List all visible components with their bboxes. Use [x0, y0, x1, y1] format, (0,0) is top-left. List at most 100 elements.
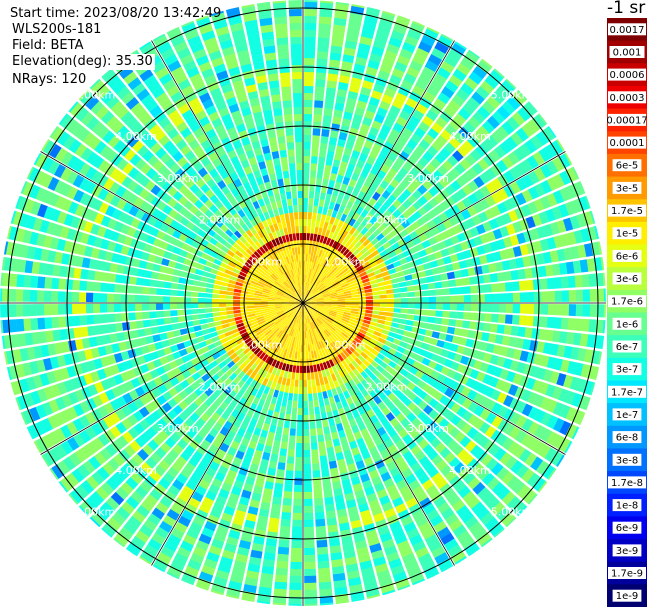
ray-gate — [405, 319, 414, 326]
ray-gate — [397, 359, 406, 368]
ray-gate — [314, 93, 325, 102]
ray-gate — [296, 435, 303, 444]
ray-gate — [532, 316, 541, 327]
ray — [303, 303, 601, 397]
ray-gate — [350, 313, 358, 318]
ray-gate — [392, 122, 404, 133]
ray-gate — [488, 149, 501, 163]
ray-gate — [358, 93, 370, 103]
ray-gate — [333, 250, 340, 258]
ray-gate — [121, 284, 129, 294]
ray-gate — [453, 243, 463, 253]
ray-gate — [501, 437, 514, 451]
ray-gate — [401, 377, 411, 387]
ray-gate — [171, 323, 180, 331]
ray-gate — [503, 358, 513, 370]
ray-gate — [524, 327, 533, 339]
ray-gate — [170, 282, 179, 290]
ray-gate — [546, 237, 557, 250]
ray-gate — [443, 341, 452, 351]
ray-gate — [439, 406, 450, 418]
ray-gate — [350, 288, 358, 293]
ray-gate — [491, 481, 506, 496]
ray-gate — [324, 496, 334, 505]
ray-gate — [448, 137, 461, 149]
ray-gate — [351, 297, 360, 301]
ray-gate — [342, 316, 350, 321]
ray-gate — [367, 364, 376, 373]
ray-gate — [107, 283, 115, 293]
ray-gate — [336, 292, 345, 296]
ray-gate — [304, 337, 308, 346]
ray-gate — [312, 262, 316, 270]
ray-gate — [171, 275, 180, 283]
ray-gate — [533, 198, 545, 212]
ray-gate — [307, 292, 313, 299]
ray-gate — [338, 276, 346, 282]
ray-gate — [304, 582, 317, 591]
ray-gate — [485, 195, 497, 207]
ray-gate — [357, 312, 366, 316]
ray-gate — [456, 62, 471, 76]
ray-gate — [341, 318, 349, 323]
ray-gate — [397, 238, 406, 247]
ray-gate — [329, 52, 342, 61]
ray-gate — [454, 431, 466, 443]
ray-gate — [344, 215, 352, 224]
ray-gate — [422, 383, 432, 394]
ray-gate — [334, 259, 341, 267]
ray-gate — [384, 320, 393, 327]
ray-gate — [285, 470, 294, 478]
ray-gate — [373, 356, 383, 365]
ray-gate — [303, 295, 305, 303]
ray-gate — [313, 289, 321, 295]
ray-gate — [442, 310, 450, 318]
ray-gate — [497, 405, 509, 418]
ray-gate — [363, 250, 371, 258]
ray-gate — [316, 51, 329, 60]
ray-gate — [420, 342, 430, 351]
ray-gate — [213, 279, 222, 286]
ray-gate — [392, 199, 402, 209]
ray-gate — [339, 160, 348, 170]
ray — [303, 15, 428, 303]
ray-gate — [326, 80, 338, 89]
ray-gate — [304, 533, 315, 542]
ray-gate — [293, 393, 298, 402]
ray-gate — [475, 86, 490, 100]
ray-gate — [421, 296, 430, 303]
ray-gate — [321, 311, 329, 316]
ray-gate — [541, 464, 555, 479]
ray-gate — [540, 304, 549, 315]
ray-gate — [484, 313, 492, 322]
ray-gate — [30, 275, 39, 288]
ray-gate — [496, 125, 510, 140]
ray-gate — [309, 303, 318, 305]
ray-gate — [535, 460, 550, 475]
ray-gate — [588, 273, 597, 287]
ray-gate — [506, 495, 521, 511]
ray-gate — [546, 356, 557, 369]
ray-gate — [170, 310, 178, 317]
ray-gate — [78, 303, 87, 314]
ray-gate — [318, 199, 325, 208]
ray-gate — [353, 326, 361, 332]
ray-gate — [520, 158, 533, 173]
ray-gate — [491, 462, 504, 476]
ray-gate — [365, 253, 374, 261]
ray-gate — [365, 345, 374, 353]
ray-gate — [314, 406, 321, 415]
ray-gate — [448, 216, 459, 227]
ray-gate — [308, 294, 315, 299]
ray-gate — [141, 303, 150, 311]
ray-gate — [303, 274, 305, 283]
ray-gate — [337, 263, 345, 271]
ray-gate — [335, 196, 343, 205]
ray-gate — [303, 435, 310, 444]
ray-gate — [582, 289, 591, 302]
ray-gate — [450, 180, 462, 192]
ray-gate — [559, 170, 572, 186]
ray — [303, 86, 532, 303]
ray-gate — [342, 54, 355, 64]
ray-gate — [332, 280, 340, 286]
